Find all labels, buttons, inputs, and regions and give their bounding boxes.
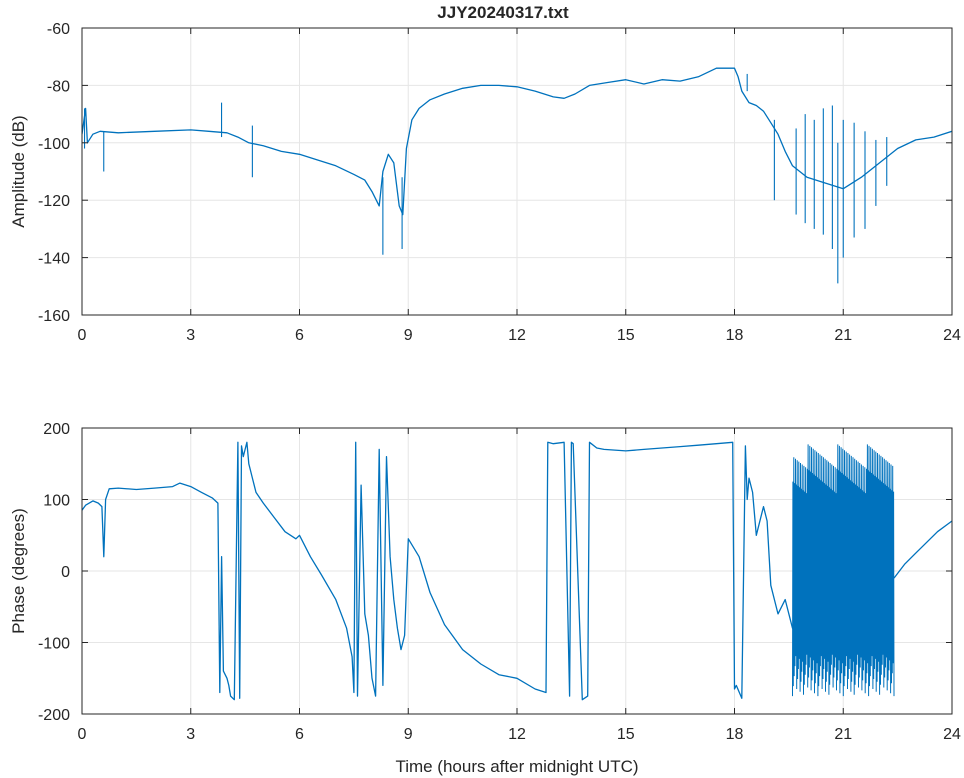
amplitude-tick-labels: 0 3 6 9 12 15 18 21 24 -60 -80 -100 -120 -140 -160 <box>38 21 961 344</box>
phase-x-tick-label: 9 <box>404 726 413 743</box>
amplitude-plot-area <box>82 67 952 284</box>
amplitude-y-tick-label: -80 <box>47 78 70 95</box>
phase-series-line <box>82 441 801 701</box>
phase-x-tick-label: 24 <box>943 726 961 743</box>
phase-series-line <box>893 520 952 579</box>
amplitude-x-tick-label: 0 <box>78 327 87 344</box>
amplitude-x-tick-label: 12 <box>508 327 526 344</box>
phase-y-tick-label: 100 <box>43 493 70 510</box>
amplitude-x-tick-label: 21 <box>834 327 852 344</box>
phase-y-axis-label: Phase (degrees) <box>9 508 28 634</box>
phase-y-tick-label: 0 <box>61 564 70 581</box>
amplitude-x-tick-label: 3 <box>186 327 195 344</box>
amplitude-y-tick-label: -160 <box>38 308 70 325</box>
phase-tick-labels: 0 3 6 9 12 15 18 21 24 200 100 0 -100 -200 <box>38 421 961 743</box>
amplitude-x-tick-label: 24 <box>943 327 961 344</box>
phase-x-tick-label: 15 <box>617 726 635 743</box>
amplitude-y-tick-label: -60 <box>47 21 70 38</box>
phase-axes: 0 3 6 9 12 15 18 21 24 200 100 0 -100 -200 Phase (deg… <box>9 421 961 776</box>
phase-axes-frame <box>81 427 953 715</box>
amplitude-x-tick-label: 6 <box>295 327 304 344</box>
time-x-axis-label: Time (hours after midnight UTC) <box>395 757 638 776</box>
amplitude-axes-frame <box>81 27 953 316</box>
amplitude-x-tick-label: 15 <box>617 327 635 344</box>
amplitude-y-tick-label: -140 <box>38 251 70 268</box>
phase-x-tick-label: 21 <box>834 726 852 743</box>
chart-title: JJY20240317.txt <box>437 3 569 22</box>
phase-x-tick-label: 6 <box>295 726 304 743</box>
phase-y-tick-label: -200 <box>38 707 70 724</box>
phase-y-tick-label: 200 <box>43 421 70 438</box>
amplitude-y-axis-label: Amplitude (dB) <box>9 115 28 227</box>
phase-y-tick-label: -100 <box>38 636 70 653</box>
amplitude-grid <box>81 27 953 316</box>
phase-x-tick-label: 12 <box>508 726 526 743</box>
phase-x-tick-label: 3 <box>186 726 195 743</box>
phase-x-tick-label: 18 <box>726 726 744 743</box>
amplitude-series-line <box>82 67 952 216</box>
phase-oscillation-band <box>792 444 895 697</box>
phase-x-tick-label: 0 <box>78 726 87 743</box>
amplitude-y-tick-label: -120 <box>38 193 70 210</box>
amplitude-x-tick-label: 9 <box>404 327 413 344</box>
amplitude-y-tick-label: -100 <box>38 136 70 153</box>
phase-plot-area <box>82 441 952 701</box>
amplitude-x-tick-label: 18 <box>726 327 744 344</box>
amplitude-axes: 0 3 6 9 12 15 18 21 24 -60 -80 -100 -120 -140 -160 Amp… <box>9 21 961 344</box>
